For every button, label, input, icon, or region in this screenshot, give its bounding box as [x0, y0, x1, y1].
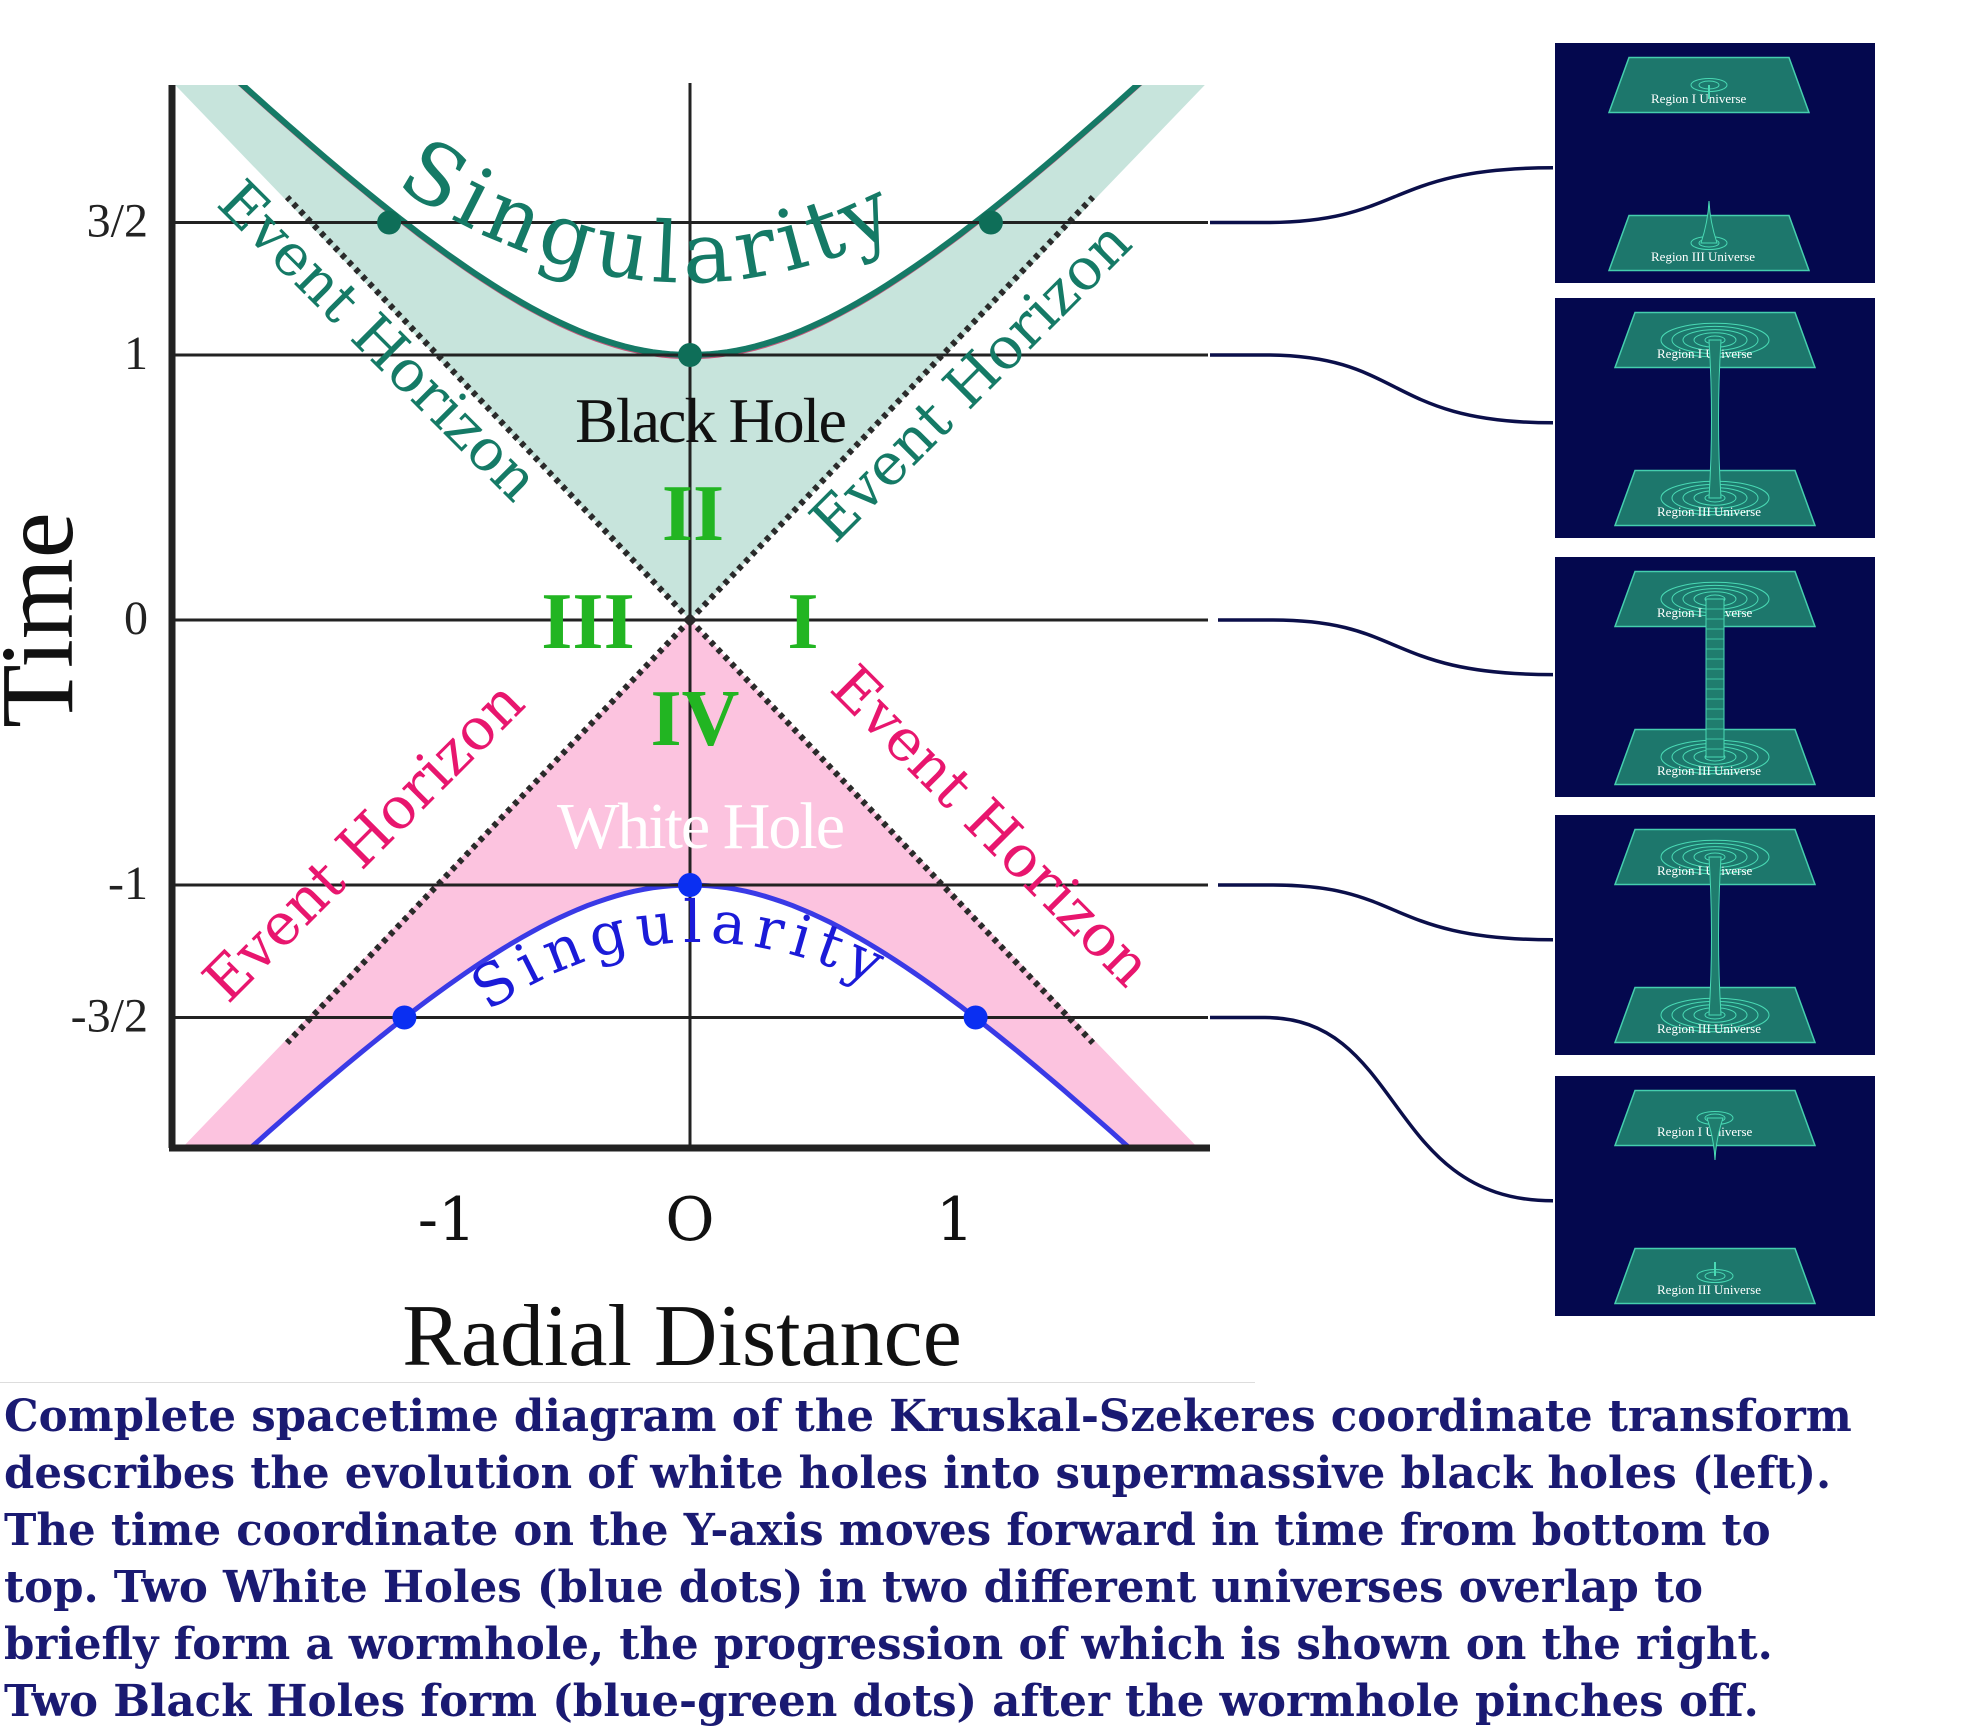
- universe-label: Region I Universe: [1657, 1124, 1753, 1139]
- black-hole-dot: [678, 343, 702, 367]
- plot-area: 3/2 1 0 -1 -3/2 -1 O 1: [71, 83, 1210, 1255]
- black-hole-dot: [978, 210, 1003, 235]
- panel-connector: [1218, 618, 1554, 677]
- universe-label: Region III Universe: [1651, 249, 1755, 264]
- wormhole-panel: Region I Universe Region III Universe: [1555, 1076, 1875, 1316]
- caption-line: The time coordinate on the Y-axis moves …: [4, 1505, 1771, 1556]
- radial-tick-label: O: [665, 1185, 714, 1255]
- caption-line: describes the evolution of white holes i…: [4, 1448, 1832, 1499]
- pinched-throat: [1700, 200, 1718, 244]
- radial-tick-label: 1: [936, 1185, 974, 1255]
- panel-connector: [1210, 166, 1554, 225]
- wormhole-throat: [1708, 339, 1722, 499]
- time-tick-label: 0: [124, 592, 148, 645]
- caption-divider: [0, 1382, 1255, 1383]
- time-tick-labels: 3/2 1 0 -1 -3/2: [71, 195, 148, 1043]
- universe-label: Region I Universe: [1657, 346, 1753, 361]
- black-hole-label: Black Hole: [575, 385, 845, 456]
- universe-label: Region III Universe: [1657, 1021, 1761, 1036]
- pinched-throat: [1706, 1117, 1724, 1161]
- universe-label: Region III Universe: [1657, 1282, 1761, 1297]
- caption-line: briefly form a wormhole, the progression…: [4, 1619, 1773, 1670]
- panel-connector: [1218, 883, 1554, 942]
- time-tick-label: -1: [108, 857, 148, 910]
- radial-tick-label: -1: [418, 1185, 476, 1255]
- event-horizon-line: [284, 195, 693, 623]
- panel-connector: [1210, 353, 1554, 425]
- radial-tick-labels: -1 O 1: [418, 1185, 974, 1255]
- region-label-iii: III: [541, 578, 634, 666]
- universe-label: Region III Universe: [1657, 504, 1761, 519]
- white-hole-dot: [678, 873, 702, 897]
- event-horizon-line: [687, 195, 1096, 623]
- universe-label: Region I Universe: [1657, 605, 1753, 620]
- wormhole-panel: Region I Universe Region III Universe: [1555, 815, 1875, 1055]
- white-hole-dot: [392, 1005, 417, 1030]
- event-horizon-line: [284, 617, 693, 1045]
- region-label-iv: IV: [651, 675, 740, 763]
- panel-connectors: [1210, 166, 1554, 1203]
- panel-connector: [1210, 1015, 1554, 1203]
- universe-label: Region III Universe: [1657, 763, 1761, 778]
- wormhole-panel: Region I Universe Region III Universe: [1555, 557, 1875, 797]
- universe-label: Region I Universe: [1651, 91, 1747, 106]
- time-tick-label: 3/2: [87, 195, 148, 248]
- wormhole-panel: Region I Universe Region III Universe: [1555, 298, 1875, 538]
- time-tick-label: -3/2: [71, 990, 148, 1043]
- caption-line: Complete spacetime diagram of the Kruska…: [4, 1391, 1852, 1442]
- black-hole-dot: [377, 210, 402, 235]
- figure-caption: Complete spacetime diagram of the Kruska…: [4, 1388, 1972, 1730]
- white-hole-label: White Hole: [557, 790, 843, 863]
- universe-label: Region I Universe: [1657, 863, 1753, 878]
- caption-line: top. Two White Holes (blue dots) in two …: [4, 1562, 1704, 1613]
- wormhole-throat: [1705, 598, 1725, 758]
- x-axis-label: Radial Distance: [402, 1288, 962, 1385]
- white-hole-dot: [963, 1005, 988, 1030]
- event-horizon-lines: [284, 195, 1096, 1045]
- event-dots: [377, 210, 1003, 1030]
- wormhole-panel: Region I Universe Region III Universe: [1555, 43, 1875, 283]
- wormhole-throat: [1708, 856, 1722, 1016]
- region-label-ii: II: [662, 470, 724, 558]
- event-horizon-line: [687, 617, 1096, 1045]
- caption-line: Two Black Holes form (blue-green dots) a…: [4, 1676, 1759, 1727]
- y-axis-label: Time: [0, 512, 95, 728]
- region-label-i: I: [787, 578, 818, 666]
- time-tick-label: 1: [124, 327, 148, 380]
